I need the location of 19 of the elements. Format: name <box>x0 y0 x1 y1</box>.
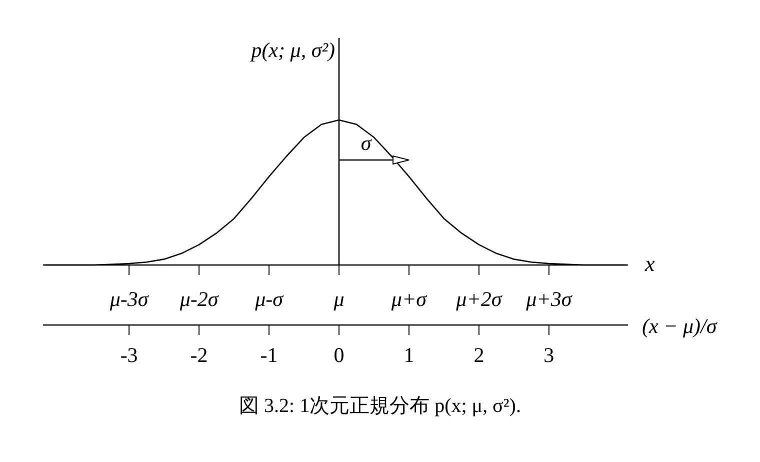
x-axis-title: (x − μ)/σ <box>642 314 718 338</box>
x-tick-label: 0 <box>334 343 344 367</box>
text: μ+3σ <box>525 287 574 311</box>
x-tick-label: 3 <box>544 343 554 367</box>
text: μ-σ <box>254 287 285 311</box>
x-tick-label: -3 <box>120 343 138 367</box>
text: μ+2σ <box>455 287 504 311</box>
caption: 図 3.2: 1次元正規分布 p(x; μ, σ²). <box>239 395 521 417</box>
annotation: σ <box>360 131 373 155</box>
text: μ <box>332 287 344 311</box>
y-axis-title: p(x; μ, σ²) <box>249 38 335 62</box>
text: μ-2σ <box>178 287 220 311</box>
x2-axis-title: x <box>644 251 655 276</box>
x-tick-label: -2 <box>190 343 208 367</box>
x-tick-label: 2 <box>474 343 484 367</box>
text: μ-3σ <box>108 287 150 311</box>
x-tick-label: -1 <box>260 343 278 367</box>
x-tick-label: 1 <box>404 343 414 367</box>
text: μ+σ <box>390 287 428 311</box>
